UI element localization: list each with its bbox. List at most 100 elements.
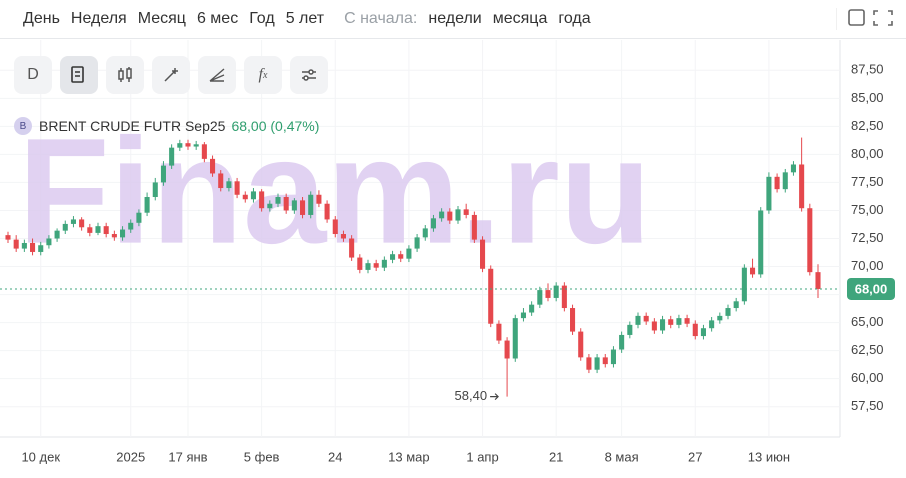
y-tick-label: 77,50 [851, 174, 884, 189]
candle-body [447, 211, 453, 221]
candle-body [422, 228, 428, 238]
y-tick-label: 87,50 [851, 62, 884, 77]
candle-body [316, 194, 322, 204]
y-tick-label: 80,00 [851, 146, 884, 161]
y-tick-label: 70,00 [851, 258, 884, 273]
tool-button[interactable] [290, 56, 328, 94]
candle-body [512, 318, 518, 359]
y-tick-label: 60,00 [851, 370, 884, 385]
candle-body [635, 315, 641, 325]
candle-body [152, 182, 158, 198]
candle-body [594, 357, 600, 370]
period[interactable]: Неделя [70, 10, 127, 27]
candle-body [144, 197, 150, 213]
candle-body [381, 259, 387, 268]
candle-body [758, 210, 764, 275]
candle-body [283, 197, 289, 211]
candle-body [250, 191, 256, 200]
candle-body [553, 285, 559, 298]
candle-body [300, 200, 306, 215]
candle-body [210, 158, 216, 174]
candle-body [610, 349, 616, 365]
icon [209, 68, 225, 82]
candle-body [725, 308, 731, 316]
candle-body [676, 318, 682, 325]
candle-body [660, 319, 666, 331]
candle-body [177, 143, 183, 148]
candle-body [242, 194, 248, 200]
low-annotation: 58,40 [455, 388, 488, 403]
candle-body [799, 164, 805, 209]
candle-body [30, 242, 36, 252]
candle-body [430, 218, 436, 229]
x-tick-label: 13 мар [388, 449, 429, 464]
icon [302, 69, 316, 81]
candle-body [414, 237, 420, 249]
candle-body [537, 290, 543, 305]
candle-body [807, 208, 813, 273]
since[interactable]: недели [428, 10, 482, 27]
candle-body [79, 219, 85, 228]
watermark: Finam.ru [18, 107, 651, 275]
tool-button[interactable] [198, 56, 236, 94]
candle-body [21, 242, 27, 249]
candle-body [275, 197, 281, 204]
tool-button[interactable] [106, 56, 144, 94]
save-icon[interactable] [848, 9, 865, 26]
icons [836, 8, 893, 30]
candle-body [357, 257, 363, 270]
candle-body [668, 319, 674, 325]
period[interactable]: 6 мес [196, 10, 239, 27]
since[interactable]: года [558, 10, 591, 27]
tool-button[interactable] [60, 56, 98, 94]
candle-body [95, 226, 101, 233]
candle-body [218, 173, 224, 189]
period[interactable]: Год [249, 10, 275, 27]
candle-body [267, 203, 273, 209]
period[interactable]: 5 лет [285, 10, 325, 27]
candle-body [70, 219, 76, 224]
x-tick-label: 27 [688, 449, 702, 464]
since-label: С начала: [344, 10, 418, 27]
candle-body [504, 340, 510, 359]
candle-body [87, 227, 93, 233]
period[interactable]: День [23, 10, 60, 27]
toolbar: День Неделя Месяц 6 мес Год 5 лет С нача… [0, 0, 906, 39]
candle-body [103, 226, 109, 235]
candle-body [226, 181, 232, 189]
tool-button[interactable] [152, 56, 190, 94]
candle-body [390, 254, 396, 260]
candle-body [5, 235, 11, 240]
y-tick-label: 82,50 [851, 118, 884, 133]
candle-body [643, 315, 649, 322]
icon [118, 67, 132, 82]
x-tick-label: 13 июн [748, 449, 790, 464]
since[interactable]: месяца [492, 10, 548, 27]
candle-body [455, 209, 461, 221]
y-tick-label: 65,00 [851, 314, 884, 329]
x-tick-label: 1 апр [466, 449, 498, 464]
candle-body [815, 272, 821, 289]
candle-body [46, 238, 52, 246]
y-tick-label: 62,50 [851, 342, 884, 357]
fullscreen-icon[interactable] [873, 10, 893, 26]
badge: B [14, 117, 32, 135]
candle-body [332, 219, 338, 235]
x-tick-label: 10 дек [21, 449, 60, 464]
candle-body [619, 334, 625, 350]
x-tick-label: 24 [328, 449, 342, 464]
candle-body [62, 223, 68, 231]
candle-body [480, 239, 486, 269]
candle-body [496, 323, 502, 341]
candle-body [488, 268, 494, 324]
y-tick-label: 72,50 [851, 230, 884, 245]
candle-body [463, 209, 469, 215]
candle-body [349, 238, 355, 258]
candle-body [790, 164, 796, 173]
candle-body [700, 328, 706, 337]
x-tick-label: 17 янв [168, 449, 207, 464]
period[interactable]: Месяц [137, 10, 186, 27]
interval-button[interactable]: D [14, 56, 52, 94]
candle-body [120, 229, 126, 238]
